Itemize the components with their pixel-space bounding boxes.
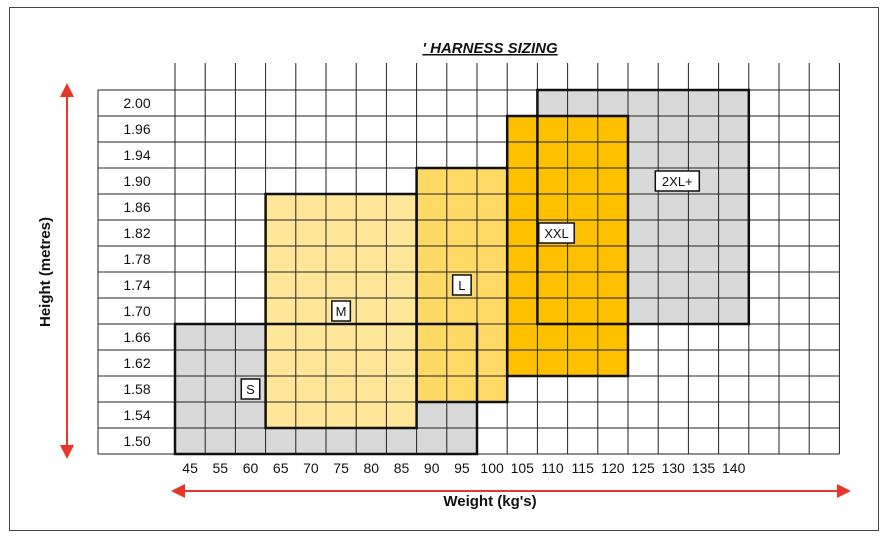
x-tick-label: 105 — [511, 460, 535, 476]
zone-s-label-box — [240, 378, 261, 400]
y-tick-label: 1.82 — [123, 225, 150, 241]
x-tick-label: 45 — [182, 460, 198, 476]
x-tick-label: 55 — [213, 460, 229, 476]
zone-m-label: M — [336, 304, 347, 319]
x-tick-label: 65 — [273, 460, 289, 476]
x-tick-labels: 45 55 60 65 70 75 80 85 90 95 100 105 110 115 120 125 13… — [182, 460, 745, 476]
zone-2xl-plus-border — [536, 88, 751, 326]
size-zone-borders — [173, 88, 751, 456]
y-tick-label: 1.62 — [123, 355, 150, 371]
zone-2xl-plus-label-box — [654, 170, 701, 192]
x-tick-label: 70 — [303, 460, 319, 476]
x-tick-label: 90 — [424, 460, 440, 476]
x-tick-label: 125 — [631, 460, 655, 476]
zone-s-border — [173, 322, 479, 456]
y-tick-label: 1.90 — [123, 173, 150, 189]
y-tick-label: 2.00 — [123, 95, 150, 111]
zone-2xl-plus-label: 2XL+ — [662, 174, 693, 189]
x-tick-label: 95 — [454, 460, 470, 476]
chart-title: ' HARNESS SIZING — [422, 40, 558, 57]
size-zone-labels: S M L 2XL+ XXL — [240, 170, 701, 400]
zone-l-label: L — [458, 278, 465, 293]
x-tick-label: 130 — [662, 460, 686, 476]
y-axis-title: Height (metres) — [37, 217, 54, 327]
x-tick-label: 60 — [243, 460, 259, 476]
y-tick-label: 1.96 — [123, 121, 150, 137]
x-tick-label: 75 — [333, 460, 349, 476]
x-tick-label: 135 — [692, 460, 716, 476]
y-tick-label: 1.70 — [123, 303, 150, 319]
x-tick-label: 140 — [722, 460, 746, 476]
y-tick-label: 1.50 — [123, 433, 150, 449]
zone-s-label: S — [246, 382, 255, 397]
x-tick-label: 110 — [541, 460, 564, 476]
zone-xxl-label-box — [538, 222, 575, 244]
x-axis-title: Weight (kg's) — [443, 493, 536, 510]
y-tick-label: 1.86 — [123, 199, 150, 215]
y-tick-label: 1.74 — [123, 277, 150, 293]
y-tick-labels: 2.00 1.96 1.94 1.90 1.86 1.82 1.78 1.74 1.70 1.66… — [123, 95, 150, 449]
y-tick-label: 1.58 — [123, 381, 150, 397]
zone-xxl-label: XXL — [544, 226, 569, 241]
y-tick-label: 1.94 — [123, 147, 150, 163]
x-tick-label: 120 — [601, 460, 625, 476]
x-tick-label: 100 — [480, 460, 504, 476]
y-tick-label: 1.54 — [123, 407, 150, 423]
x-tick-label: 115 — [572, 460, 595, 476]
y-tick-label: 1.78 — [123, 251, 150, 267]
zone-l-label-box — [451, 274, 472, 296]
zone-xxl-border — [505, 114, 630, 378]
zone-m-label-box — [331, 300, 352, 322]
x-tick-label: 80 — [364, 460, 380, 476]
y-tick-label: 1.66 — [123, 329, 150, 345]
x-tick-label: 85 — [394, 460, 410, 476]
